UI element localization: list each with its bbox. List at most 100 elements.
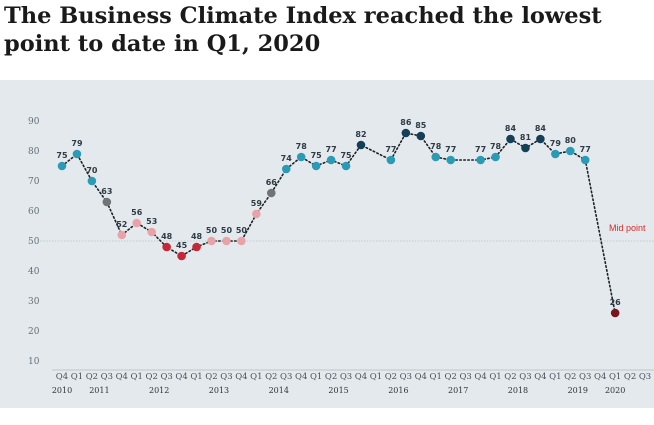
data-label: 77 (580, 145, 591, 154)
data-point (341, 161, 351, 171)
data-label: 59 (251, 199, 263, 208)
x-tick-quarter: Q2 (504, 372, 516, 382)
y-tick-label: 20 (28, 327, 40, 337)
x-tick-year: 2016 (388, 386, 408, 395)
chart-headline: The Business Climate Index reached the l… (4, 3, 602, 57)
x-tick-quarter: Q1 (370, 372, 382, 382)
data-point (506, 134, 515, 144)
reference-line-label: Mid point (609, 223, 646, 233)
x-tick-quarter: Q1 (310, 372, 322, 382)
data-point (566, 146, 575, 156)
chart-panel: 10 20 30 40 50 60 70 80 90 Mid point 75 79 70 63 52 56 5… (0, 80, 654, 408)
x-tick-quarter: Q3 (400, 372, 412, 382)
data-label: 77 (475, 145, 486, 154)
data-point (610, 308, 620, 318)
x-tick-quarter: Q2 (564, 372, 576, 382)
data-label: 45 (176, 241, 188, 250)
data-point (162, 242, 171, 252)
data-label: 26 (610, 298, 622, 307)
data-point (311, 161, 321, 171)
data-point (102, 197, 112, 207)
x-tick-quarter: Q4 (56, 372, 68, 382)
x-tick-quarter: Q3 (340, 372, 352, 382)
data-point (476, 155, 485, 165)
data-point (237, 236, 246, 246)
data-point (192, 242, 201, 252)
data-label: 50 (206, 226, 218, 235)
data-label: 48 (161, 232, 173, 241)
data-point (580, 155, 590, 165)
data-point (267, 188, 276, 198)
y-tick-label: 70 (28, 177, 40, 187)
data-label: 75 (56, 151, 68, 160)
data-point (117, 230, 127, 240)
data-label: 74 (281, 154, 293, 163)
data-label: 78 (430, 142, 442, 151)
data-point (147, 227, 156, 237)
x-tick-quarter: Q4 (355, 372, 367, 382)
x-tick-year: 2019 (568, 386, 588, 395)
data-label: 86 (400, 118, 412, 127)
data-label: 52 (116, 220, 127, 229)
data-point (551, 149, 560, 159)
y-tick-label: 30 (28, 297, 40, 307)
data-point (281, 164, 291, 174)
data-label: 48 (191, 232, 203, 241)
x-tick-year: 2012 (149, 386, 169, 395)
data-label: 85 (415, 121, 427, 130)
x-tick-quarter: Q2 (445, 372, 457, 382)
y-tick-label: 80 (28, 147, 40, 157)
x-tick-year: 2015 (328, 386, 348, 395)
y-tick-label: 50 (28, 237, 40, 247)
data-label: 75 (311, 151, 323, 160)
data-point (446, 155, 456, 165)
x-tick-quarter: Q1 (71, 372, 83, 382)
x-tick-quarter: Q3 (101, 372, 113, 382)
series-line (61, 132, 616, 314)
x-tick-quarter: Q2 (205, 372, 217, 382)
data-point (521, 143, 530, 153)
data-point (491, 152, 500, 162)
data-label: 77 (385, 145, 396, 154)
data-label: 70 (86, 166, 98, 175)
x-tick-quarter: Q4 (415, 372, 427, 382)
x-tick-quarter: Q2 (385, 372, 397, 382)
x-tick-quarter: Q3 (519, 372, 531, 382)
data-point (132, 218, 142, 228)
data-label: 50 (221, 226, 233, 235)
data-label: 75 (340, 151, 352, 160)
data-label: 77 (445, 145, 456, 154)
data-point (207, 236, 216, 246)
x-tick-quarter: Q2 (146, 372, 158, 382)
x-tick-quarter: Q1 (250, 372, 262, 382)
data-label: 50 (236, 226, 248, 235)
x-tick-quarter: Q3 (639, 372, 651, 382)
data-point (401, 128, 411, 138)
x-tick-quarter: Q2 (265, 372, 277, 382)
data-label: 63 (101, 187, 112, 196)
data-label: 84 (535, 124, 547, 133)
x-tick-year: 2017 (448, 386, 468, 395)
data-label: 82 (355, 130, 366, 139)
data-label: 53 (146, 217, 157, 226)
data-label: 84 (505, 124, 517, 133)
x-tick-year: 2018 (508, 386, 528, 395)
y-tick-label: 10 (28, 357, 40, 367)
x-tick-year: 2013 (209, 386, 229, 395)
x-tick-quarter: Q1 (609, 372, 621, 382)
data-point (222, 236, 231, 246)
x-tick-quarter: Q4 (534, 372, 546, 382)
x-tick-quarter: Q2 (86, 372, 98, 382)
x-tick-year: 2020 (605, 386, 625, 395)
x-tick-quarter: Q4 (235, 372, 247, 382)
data-point (72, 149, 82, 159)
data-label: 77 (326, 145, 337, 154)
data-point (386, 155, 396, 165)
data-point (416, 131, 426, 141)
x-tick-year: 2014 (269, 386, 289, 395)
x-tick-year: 2010 (52, 386, 72, 395)
y-tick-label: 60 (28, 207, 40, 217)
x-tick-quarter: Q4 (474, 372, 486, 382)
data-label: 81 (520, 133, 532, 142)
y-tick-label: 40 (28, 267, 40, 277)
